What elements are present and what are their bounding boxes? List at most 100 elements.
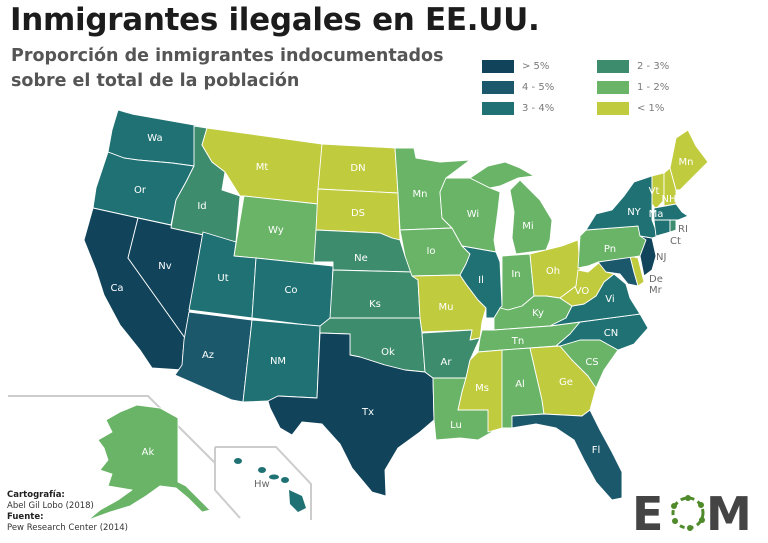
- logo-ring-icon: [671, 496, 705, 530]
- state-west-virginia[interactable]: [559, 261, 615, 307]
- label-sd: DS: [351, 208, 365, 219]
- label-ne: Ne: [354, 253, 368, 264]
- state-rhode-island[interactable]: [669, 219, 677, 233]
- label-il: Il: [478, 275, 484, 286]
- label-oh: Oh: [546, 266, 560, 277]
- label-ok: Ok: [381, 347, 395, 358]
- state-alaska[interactable]: [87, 404, 211, 521]
- subtitle-line-2: sobre el total de la población: [11, 71, 300, 91]
- logo-letter-m: M: [706, 488, 752, 534]
- label-ny: NY: [627, 207, 641, 218]
- label-nv: Nv: [158, 261, 171, 272]
- label-ct: Ct: [670, 236, 681, 247]
- legend: > 5% 4 - 5% 3 - 4% 2 - 3% 1 - 2% < 1%: [482, 59, 742, 117]
- legend-label: 3 - 4%: [522, 102, 555, 114]
- label-ms: Ms: [475, 383, 489, 394]
- label-az: Az: [202, 350, 214, 361]
- state-michigan-up[interactable]: [469, 161, 535, 189]
- state-delaware[interactable]: [629, 255, 645, 287]
- logo-letter-e: E: [632, 488, 663, 534]
- state-illinois[interactable]: [459, 245, 503, 319]
- label-or: Or: [134, 185, 147, 196]
- state-texas[interactable]: [267, 332, 435, 497]
- map-title: Inmigrantes ilegales en EE.UU.: [10, 2, 540, 38]
- label-mn: Mn: [413, 189, 428, 200]
- state-michigan[interactable]: [509, 179, 553, 255]
- label-fl: Fl: [592, 445, 601, 456]
- label-de: De: [649, 274, 663, 285]
- label-mt: Mt: [256, 162, 269, 173]
- label-ky: Ky: [532, 308, 544, 319]
- label-in: In: [511, 269, 520, 280]
- label-co: Co: [284, 285, 297, 296]
- label-ca: Ca: [110, 283, 123, 294]
- label-ar: Ar: [441, 357, 453, 368]
- map-subtitle: Proporción de inmigrantes indocumentados…: [11, 44, 451, 94]
- label-me: Mn: [679, 157, 694, 168]
- legend-item-4-5: 4 - 5%: [482, 80, 554, 94]
- label-ia: Io: [426, 246, 435, 257]
- label-nm: NM: [270, 356, 286, 367]
- legend-label: 1 - 2%: [637, 81, 670, 93]
- legend-swatch: [597, 80, 629, 94]
- legend-item-1-2: 1 - 2%: [597, 80, 669, 94]
- subtitle-line-1: Proporción de inmigrantes indocumentados: [11, 46, 444, 66]
- label-ks: Ks: [369, 299, 381, 310]
- source-heading: Fuente:: [7, 512, 44, 522]
- state-maine[interactable]: [669, 129, 709, 191]
- legend-item-gt5: > 5%: [482, 59, 549, 73]
- label-ri: RI: [678, 224, 688, 235]
- legend-label: 2 - 3%: [637, 60, 670, 72]
- label-wi: Wi: [467, 209, 479, 220]
- state-connecticut[interactable]: [653, 219, 671, 237]
- label-nd: DN: [350, 163, 365, 174]
- state-new-jersey[interactable]: [639, 235, 657, 277]
- logo-ring-dots-icon: [671, 495, 705, 531]
- legend-swatch: [482, 59, 514, 73]
- state-florida[interactable]: [511, 409, 623, 501]
- legend-label: < 1%: [637, 102, 665, 114]
- hawaii-inset-frame-left: [214, 447, 241, 519]
- label-sc: CS: [585, 357, 598, 368]
- state-kansas[interactable]: [329, 269, 421, 319]
- legend-swatch: [597, 59, 629, 73]
- hawaii-inset-frame-top: [215, 446, 312, 520]
- label-nj: NJ: [656, 252, 666, 263]
- label-la: Lu: [450, 420, 462, 431]
- label-id: Id: [197, 201, 206, 212]
- legend-item-3-4: 3 - 4%: [482, 101, 554, 115]
- cartography-value: Abel Gil Lobo (2018): [7, 501, 94, 511]
- state-north-carolina[interactable]: [555, 313, 649, 351]
- label-ut: Ut: [217, 273, 228, 284]
- label-tn: Tn: [511, 336, 524, 347]
- legend-label: 4 - 5%: [522, 81, 555, 93]
- legend-item-2-3: 2 - 3%: [597, 59, 669, 73]
- label-wy: Wy: [268, 225, 284, 236]
- alaska-inset-frame: [8, 395, 216, 464]
- legend-swatch: [482, 101, 514, 115]
- label-ak: Ak: [142, 447, 155, 458]
- state-hawaii[interactable]: [234, 458, 306, 512]
- label-tx: Tx: [361, 407, 374, 418]
- label-ma: Ma: [649, 209, 664, 220]
- label-nh: NH: [662, 194, 677, 205]
- credits: Cartografía: Abel Gil Lobo (2018) Fuente…: [7, 490, 128, 534]
- label-md: Mr: [649, 285, 663, 296]
- label-ga: Ge: [559, 377, 573, 388]
- label-pa: Pn: [604, 244, 616, 255]
- cartography-heading: Cartografía:: [7, 490, 65, 500]
- label-vt: Vt: [649, 186, 660, 197]
- label-va: Vi: [605, 294, 614, 305]
- state-vermont[interactable]: [651, 172, 665, 210]
- label-wv: VO: [575, 286, 590, 297]
- label-al: Al: [515, 379, 525, 390]
- label-wa: Wa: [147, 133, 162, 144]
- label-mi: Mi: [522, 221, 533, 232]
- legend-swatch: [482, 80, 514, 94]
- legend-label: > 5%: [522, 60, 550, 72]
- eom-logo: E M: [632, 488, 752, 534]
- legend-swatch: [597, 101, 629, 115]
- label-nc: CN: [604, 328, 618, 339]
- state-labels: Wa Or Ca Nv Id Mt DN DS Wy Ut Co Ne Ks A…: [110, 133, 693, 490]
